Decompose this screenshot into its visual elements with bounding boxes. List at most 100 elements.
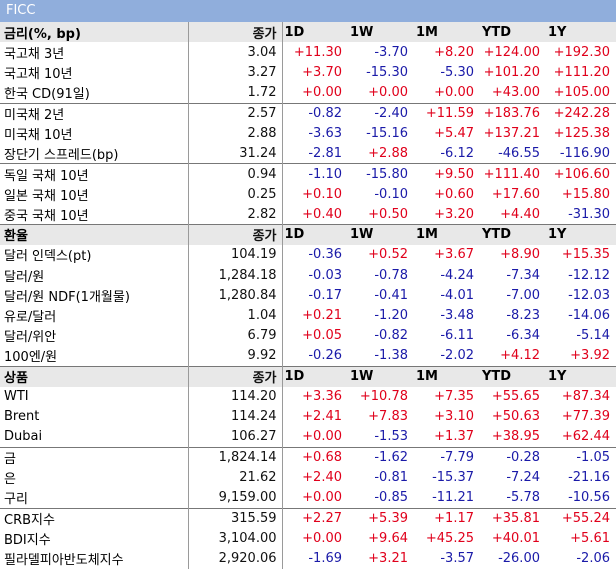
close-value: 2.82 [188, 204, 283, 225]
table-row: 달러/위안 6.79 +0.05 -0.82 -6.11 -6.34 -5.14 [0, 325, 616, 346]
row-label: 달러 인덱스(pt) [0, 244, 189, 265]
column-header: 종가 [188, 223, 283, 245]
change-value: +43.00 [491, 85, 540, 101]
change-value: +8.90 [500, 247, 540, 263]
change-value: -46.55 [498, 145, 540, 161]
change-value: +4.12 [500, 348, 540, 364]
table-row: 일본 국채 10년 0.25 +0.10 -0.10 +0.60 +17.60 +15.80 [0, 184, 616, 205]
close-value: 9.92 [188, 346, 283, 367]
change-value: +2.88 [368, 145, 408, 161]
change-value: -14.06 [568, 308, 610, 324]
close-value: 3.27 [188, 62, 283, 83]
change-value: +45.25 [425, 530, 474, 546]
change-value: +3.92 [570, 348, 610, 364]
change-value: -2.02 [440, 348, 474, 364]
table-row: 장단기 스프레드(bp) 31.24 -2.81 +2.88 -6.12 -46.55 -1… [0, 143, 616, 164]
change-value: +0.52 [368, 247, 408, 263]
change-value: +106.60 [546, 163, 616, 184]
change-value: -6.12 [440, 145, 474, 161]
table-row: 한국 CD(91일) 1.72 +0.00 +0.00 +0.00 +43.00 +105.… [0, 82, 616, 103]
close-value: 114.24 [188, 406, 283, 427]
column-header: 1Y [546, 365, 616, 387]
table-row: 달러/원 NDF(1개월물) 1,280.84 -0.17 -0.41 -4.01 -7.… [0, 285, 616, 306]
change-value: +55.24 [546, 507, 616, 529]
close-value: 1,284.18 [188, 265, 283, 286]
table-row: Brent 114.24 +2.41 +7.83 +3.10 +50.63 +77.39 [0, 406, 616, 427]
change-value: -2.40 [348, 102, 414, 124]
close-value: 315.59 [188, 507, 283, 529]
change-value: -0.81 [374, 470, 408, 486]
change-value: -1.38 [374, 348, 408, 364]
change-value: +5.39 [348, 507, 414, 529]
change-value: +183.76 [480, 102, 546, 124]
change-value: -0.10 [374, 186, 408, 202]
table-row: Dubai 106.27 +0.00 -1.53 +1.37 +38.95 +62.44 [0, 427, 616, 448]
row-label: CRB지수 [0, 507, 189, 529]
change-value: +0.00 [302, 429, 342, 445]
change-value: +0.21 [302, 308, 342, 324]
row-label: 달러/원 [0, 265, 189, 286]
column-header: 1W [348, 223, 414, 245]
change-value: -0.78 [374, 267, 408, 283]
column-header: 1M [414, 22, 480, 43]
change-value: +9.50 [414, 163, 480, 184]
change-value: -15.80 [348, 163, 414, 184]
column-header: YTD [480, 22, 546, 43]
change-value: -15.30 [366, 65, 408, 81]
change-value: +0.00 [434, 85, 474, 101]
change-value: +124.00 [483, 44, 540, 60]
change-value: -0.03 [308, 267, 342, 283]
row-label: 한국 CD(91일) [0, 82, 189, 103]
change-value: -8.23 [506, 308, 540, 324]
change-value: -2.81 [308, 145, 342, 161]
table-row: 필라델피아반도체지수 2,920.06 -1.69 +3.21 -3.57 -26.00 -… [0, 548, 616, 569]
column-header: 1M [414, 223, 480, 245]
change-value: +192.30 [553, 44, 610, 60]
section-title: 금리(%, bp) [0, 22, 189, 43]
table-row: 달러/원 1,284.18 -0.03 -0.78 -4.24 -7.34 -12.12 [0, 265, 616, 286]
change-value: +0.00 [368, 85, 408, 101]
change-value: +2.41 [302, 409, 342, 425]
table-row: 독일 국채 10년 0.94 -1.10 -15.80 +9.50 +111.40 +106… [0, 163, 616, 184]
change-value: -21.16 [568, 470, 610, 486]
change-value: +11.30 [293, 44, 342, 60]
change-value: -0.82 [282, 102, 348, 124]
row-label: 은 [0, 467, 189, 488]
table-row: WTI 114.20 +3.36 +10.78 +7.35 +55.65 +87.34 [0, 386, 616, 407]
table-row: 유로/달러 1.04 +0.21 -1.20 -3.48 -8.23 -14.06 [0, 305, 616, 326]
change-value: -6.34 [506, 328, 540, 344]
close-value: 0.94 [188, 163, 283, 184]
row-label: 일본 국채 10년 [0, 184, 189, 205]
change-value: +137.21 [483, 125, 540, 141]
change-value: -3.63 [308, 125, 342, 141]
row-label: 중국 국채 10년 [0, 204, 189, 225]
row-label: 미국채 2년 [0, 102, 189, 124]
column-header: 1Y [546, 223, 616, 245]
row-label: 100엔/원 [0, 346, 189, 367]
change-value: -116.90 [559, 145, 610, 161]
change-value: +62.44 [561, 429, 610, 445]
change-value: -1.20 [374, 308, 408, 324]
change-value: +0.00 [302, 530, 342, 546]
ficc-data-grid: 금리(%, bp) 종가 1D 1W 1M YTD 1Y 국고채 3년 3.04 +11.30 -3… [0, 22, 616, 569]
change-value: +5.47 [434, 125, 474, 141]
change-value: +105.00 [553, 85, 610, 101]
table-row: 금 1,824.14 +0.68 -1.62 -7.79 -0.28 -1.05 [0, 446, 616, 468]
row-label: BDI지수 [0, 528, 189, 549]
close-value: 1,824.14 [188, 446, 283, 468]
row-label: 국고채 3년 [0, 42, 189, 63]
change-value: +242.28 [546, 102, 616, 124]
row-label: 유로/달러 [0, 305, 189, 326]
change-value: +15.80 [561, 186, 610, 202]
close-value: 0.25 [188, 184, 283, 205]
change-value: +40.01 [491, 530, 540, 546]
change-value: -7.79 [414, 446, 480, 468]
change-value: +3.70 [302, 65, 342, 81]
change-value: -12.03 [568, 287, 610, 303]
section-header-row: 상품 종가 1D 1W 1M YTD 1Y [0, 365, 616, 387]
change-value: +3.36 [302, 389, 342, 405]
grid-body: 금리(%, bp) 종가 1D 1W 1M YTD 1Y 국고채 3년 3.04 +11.30 -3… [0, 22, 616, 569]
change-value: +2.27 [282, 507, 348, 529]
change-value: -0.41 [374, 287, 408, 303]
